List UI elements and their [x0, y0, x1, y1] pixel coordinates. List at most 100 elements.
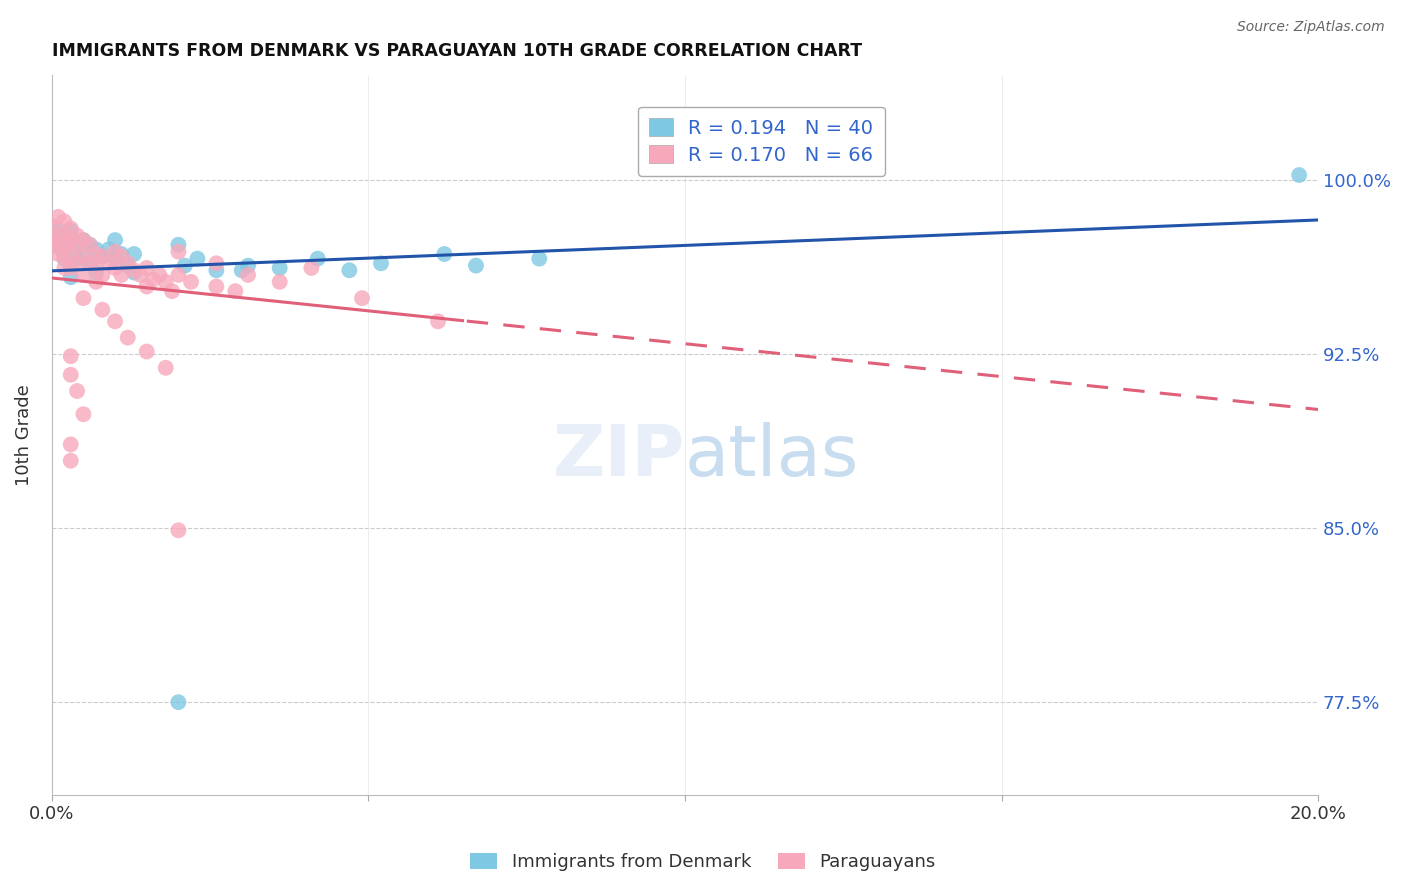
- Point: [155, 275, 177, 289]
- Point: [59, 270, 82, 285]
- Point: [427, 314, 450, 328]
- Point: [59, 259, 82, 273]
- Point: [59, 221, 82, 235]
- Point: [53, 252, 76, 266]
- Point: [59, 233, 82, 247]
- Text: Source: ZipAtlas.com: Source: ZipAtlas.com: [1237, 20, 1385, 34]
- Text: ZIP: ZIP: [553, 422, 685, 491]
- Point: [97, 243, 120, 257]
- Point: [46, 237, 69, 252]
- Point: [72, 268, 94, 282]
- Point: [337, 263, 360, 277]
- Point: [167, 237, 190, 252]
- Point: [370, 256, 392, 270]
- Point: [122, 266, 145, 280]
- Point: [122, 247, 145, 261]
- Point: [117, 259, 139, 273]
- Point: [104, 244, 127, 259]
- Point: [91, 302, 114, 317]
- Y-axis label: 10th Grade: 10th Grade: [15, 384, 32, 486]
- Point: [72, 233, 94, 247]
- Point: [307, 252, 329, 266]
- Point: [46, 224, 69, 238]
- Point: [53, 228, 76, 243]
- Point: [180, 275, 202, 289]
- Point: [84, 247, 107, 261]
- Point: [53, 228, 76, 243]
- Point: [142, 272, 165, 286]
- Point: [148, 268, 170, 282]
- Point: [46, 247, 69, 261]
- Point: [66, 237, 89, 252]
- Point: [104, 314, 127, 328]
- Point: [117, 256, 139, 270]
- Point: [135, 279, 157, 293]
- Point: [53, 260, 76, 275]
- Point: [91, 268, 114, 282]
- Legend: R = 0.194   N = 40, R = 0.170   N = 66: R = 0.194 N = 40, R = 0.170 N = 66: [638, 106, 884, 177]
- Point: [59, 247, 82, 261]
- Point: [173, 259, 195, 273]
- Point: [53, 214, 76, 228]
- Point: [59, 224, 82, 238]
- Point: [186, 252, 208, 266]
- Point: [59, 260, 82, 275]
- Point: [350, 291, 373, 305]
- Point: [79, 256, 101, 270]
- Point: [79, 237, 101, 252]
- Point: [167, 695, 190, 709]
- Point: [465, 259, 488, 273]
- Point: [66, 237, 89, 252]
- Point: [41, 233, 63, 247]
- Point: [236, 259, 259, 273]
- Legend: Immigrants from Denmark, Paraguayans: Immigrants from Denmark, Paraguayans: [463, 846, 943, 879]
- Point: [72, 249, 94, 263]
- Point: [299, 260, 322, 275]
- Point: [72, 407, 94, 421]
- Point: [269, 275, 291, 289]
- Point: [231, 263, 253, 277]
- Point: [135, 260, 157, 275]
- Point: [1288, 168, 1310, 182]
- Point: [433, 247, 456, 261]
- Point: [167, 268, 190, 282]
- Point: [84, 260, 107, 275]
- Point: [59, 368, 82, 382]
- Point: [53, 237, 76, 252]
- Point: [66, 252, 89, 266]
- Point: [205, 263, 228, 277]
- Point: [110, 249, 132, 263]
- Point: [529, 252, 551, 266]
- Point: [72, 233, 94, 247]
- Point: [160, 284, 183, 298]
- Point: [53, 249, 76, 263]
- Point: [129, 268, 152, 282]
- Point: [72, 291, 94, 305]
- Point: [84, 243, 107, 257]
- Point: [41, 219, 63, 234]
- Point: [59, 453, 82, 467]
- Point: [46, 228, 69, 243]
- Point: [167, 244, 190, 259]
- Point: [66, 384, 89, 398]
- Text: atlas: atlas: [685, 422, 859, 491]
- Point: [205, 256, 228, 270]
- Point: [110, 268, 132, 282]
- Point: [224, 284, 246, 298]
- Point: [79, 256, 101, 270]
- Point: [104, 252, 127, 266]
- Point: [59, 437, 82, 451]
- Point: [97, 256, 120, 270]
- Point: [269, 260, 291, 275]
- Point: [84, 275, 107, 289]
- Point: [122, 263, 145, 277]
- Point: [104, 260, 127, 275]
- Point: [53, 243, 76, 257]
- Point: [66, 228, 89, 243]
- Point: [104, 233, 127, 247]
- Point: [46, 210, 69, 224]
- Point: [41, 231, 63, 245]
- Point: [91, 249, 114, 263]
- Point: [46, 240, 69, 254]
- Point: [135, 344, 157, 359]
